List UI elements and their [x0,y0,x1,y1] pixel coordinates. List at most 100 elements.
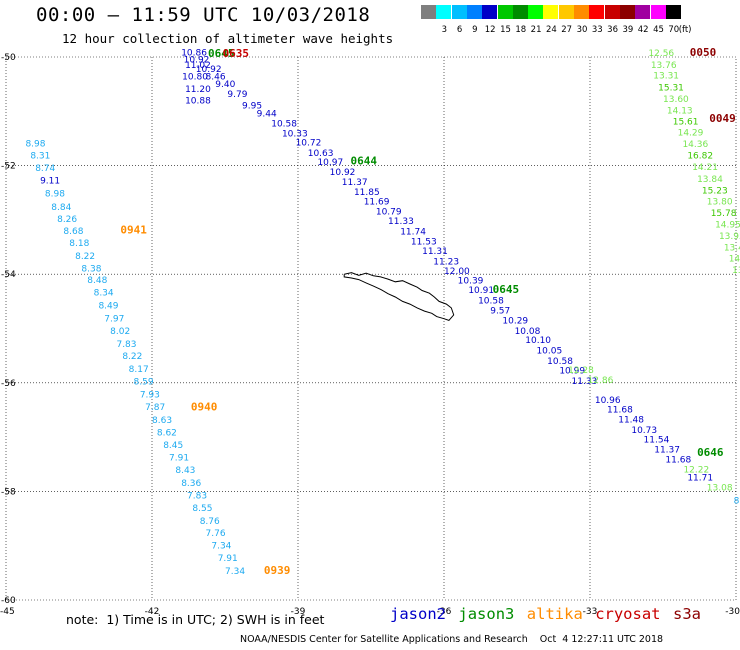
lat-tick-label: -50 [1,53,16,63]
wave-height-label: 11.23 [433,257,459,267]
wave-height-label: 11.85 [354,188,380,198]
wave-height-label: 8.26 [57,215,77,225]
pass-time-label: 0635 [223,47,250,60]
legend-swatch [589,5,605,19]
legend-swatch [635,5,651,19]
wave-height-label: 13.60 [663,95,689,105]
legend-swatch [574,5,589,19]
pass-time-label: 0646 [697,446,724,459]
wave-height-label: 9.79 [227,90,247,100]
wave-height-label: 10.73 [631,426,657,436]
lon-tick-label: -45 [0,607,15,617]
lat-tick-label: -60 [1,596,16,606]
s3a-track-0050: 12.5613.7613.3115.3113.6014.1315.6114.29… [648,46,740,276]
satellite-label-jason3: jason3 [458,605,515,623]
wave-height-label: 10.58 [478,297,504,307]
legend-label: 42 [637,25,649,35]
legend-swatch [466,5,482,19]
pass-time-label: 0644 [351,155,378,168]
wave-height-label: 13 [732,266,740,276]
wave-height-label: 10.05 [536,346,562,356]
wave-height-label: 15.23 [702,186,728,196]
wave-height-label: 15.31 [658,84,684,94]
lon-tick-label: -42 [145,607,160,617]
page-title: 00:00 – 11:59 UTC 10/03/2018 [36,4,371,26]
legend-label: 15 [500,25,511,35]
wave-height-label: 8.34 [94,288,114,298]
legend-swatch [512,5,528,19]
wave-height-label: 10.33 [282,129,308,139]
wave-height-label: 14.36 [682,140,708,150]
wave-height-label: 16.82 [687,152,713,162]
wave-height-label: 10.91 [468,286,494,296]
wave-height-label: 8.59 [134,377,154,387]
altika-track-0940: 8.63 8.62 8.45 7.91 8.43 8.36 7.83 8.55 8.76 7.76… [152,400,245,576]
altika-track-0941: 8.98 8.31 8.74 9.11 8.98 8.84 8.26 8.68 8.18 8.22… [25,140,165,413]
wave-height-label: 11.68 [607,406,633,416]
lat-tick-label: -52 [1,162,16,172]
wave-height-label: 15.61 [673,117,699,127]
wave-height-label: 11.48 [618,415,644,425]
cryosat-track-0635: 0635 [223,47,250,60]
pass-time-label: 0645 [493,283,519,296]
legend-label: 21 [530,25,542,35]
wave-height-label: 7.91 [218,554,238,564]
wave-height-label: 11.68 [665,456,691,466]
wave-height-label: 8.43 [175,466,195,476]
wave-height-label: 12.00 [444,267,470,277]
lon-tick-label: -33 [583,607,598,617]
legend-label: 3 [441,25,447,35]
wave-height-label: 8.63 [152,416,172,426]
wave-height-label: 11.37 [654,445,680,455]
wave-height-label: 8.02 [110,327,130,337]
legend-label: 33 [591,25,603,35]
wave-height-label: 8.31 [30,152,50,162]
wave-height-label: 9.40 [215,80,235,90]
wave-height-label: 8.38 [81,264,101,274]
wave-height-label: 8.49 [98,301,118,311]
wave-height-label: 10.58 [271,120,297,130]
wave-height-label: 10.86 [181,48,207,58]
wave-height-label: 7.83 [116,340,136,350]
wave-height-label: 10.29 [502,317,528,327]
wave-height-label: 8.46 [206,72,226,82]
wave-height-label: 12.56 [648,49,674,59]
wave-height-label: 14.13 [667,106,693,116]
legend-label: 18 [515,25,527,35]
pass-time-label: 0941 [120,223,147,236]
jason2-track-0646: 10.9611.6811.4810.7311.5411.3711.6811.71… [595,396,724,484]
wave-height-label: 11.54 [644,436,670,446]
legend-label: 70 [668,25,680,35]
wave-height-label: 7.87 [145,403,165,413]
wave-height-label: 8.18 [69,239,89,249]
wave-height-label: 11.74 [400,228,426,238]
wave-height-label: 11.53 [411,237,437,247]
legend-swatch [421,5,436,19]
s3a-track-0049: 0049 [709,112,736,125]
wave-height-label: 8.45 [163,441,183,451]
wave-height-label: 8.84 [51,203,71,213]
wave-height-label: 10.92 [330,168,356,178]
satellite-label-cryosat: cryosat [595,605,661,623]
wave-height-label: 10.79 [376,207,402,217]
jason3-track-0644: 0644 [351,155,378,168]
map-frame [5,56,737,601]
lon-tick-label: -39 [291,607,306,617]
wave-height-label: 14.29 [678,129,704,139]
wave-height-label: 12.86 [588,376,614,386]
legend-swatch [482,5,498,19]
pass-time-label: 0645 [208,47,235,60]
wave-height-label: 13.31 [653,72,679,82]
altimeter-tracks: 8.98 8.31 8.74 9.11 8.98 8.84 8.26 8.68 8.18 8.22… [25,46,740,577]
wave-height-label: 8.68 [63,227,83,237]
wave-height-label: 12.22 [683,465,709,475]
wave-height-label: 8.74 [35,164,55,174]
wave-height-label: 10.58 [547,357,573,367]
wave-height-label: 10.72 [296,139,322,149]
wave-height-label: 9.95 [242,102,262,112]
legend-swatch [451,5,467,19]
wave-height-label: 10.99 [559,367,585,377]
wave-height-label: 7.76 [206,529,226,539]
wave-height-label: 8.62 [157,428,177,438]
wave-height-label: 9.44 [257,110,277,120]
